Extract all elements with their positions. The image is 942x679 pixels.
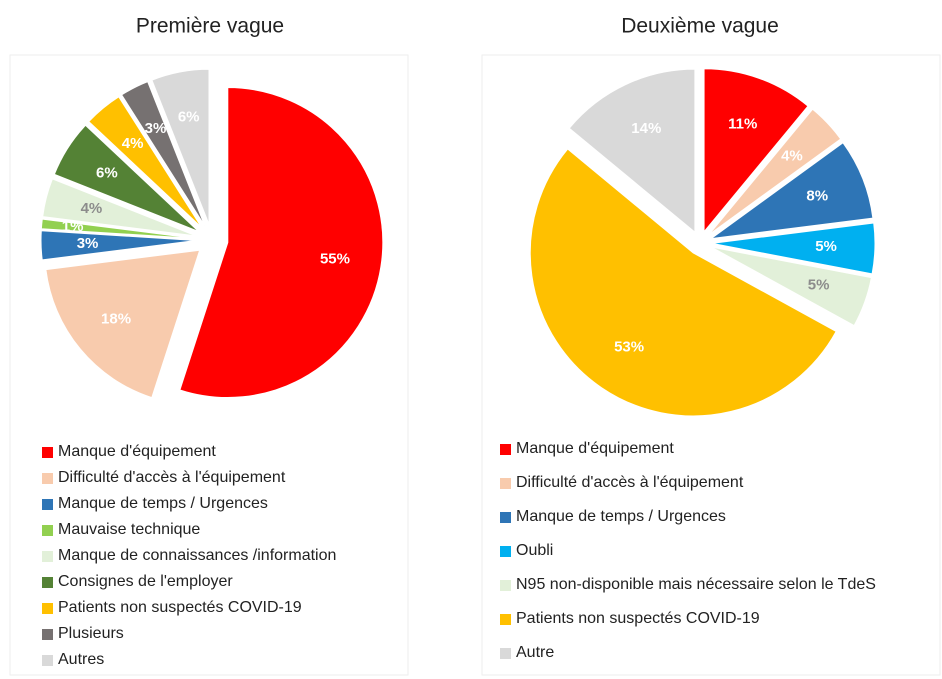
legend-label: Manque d'équipement	[516, 440, 674, 457]
legend-label: Manque d'équipement	[58, 443, 216, 460]
pie-slice	[703, 68, 809, 234]
legend-label: Manque de temps / Urgences	[516, 508, 726, 525]
legend-label: Mauvaise technique	[58, 521, 200, 538]
data-label: 4%	[122, 135, 144, 152]
legend-label: Consignes de l'employer	[58, 573, 233, 590]
pie-slice	[45, 249, 201, 399]
chart-title: Deuxième vague	[621, 15, 779, 38]
legend-label: Patients non suspectés COVID-19	[58, 599, 302, 616]
pie-slice	[88, 96, 203, 229]
legend-label: Patients non suspectés COVID-19	[516, 610, 760, 627]
pie-slice	[710, 142, 874, 240]
data-label: 18%	[101, 310, 131, 327]
pie-slice	[568, 68, 696, 234]
legend-swatch	[500, 546, 511, 557]
legend-swatch	[500, 478, 511, 489]
chart-title: Première vague	[136, 15, 284, 38]
legend-label: Manque de connaissances /information	[58, 547, 336, 564]
data-label: 5%	[815, 238, 837, 255]
legend-swatch	[42, 603, 53, 614]
legend-swatch	[500, 614, 511, 625]
data-label: 8%	[806, 188, 828, 205]
legend-swatch	[500, 444, 511, 455]
legend-label: Difficulté d'accès à l'équipement	[58, 469, 286, 486]
data-label: 53%	[614, 338, 644, 355]
legend-swatch	[42, 525, 53, 536]
data-label: 1%	[62, 218, 84, 235]
legend-swatch	[500, 512, 511, 523]
pie-slice	[151, 68, 210, 225]
legend-label: Autre	[516, 644, 554, 661]
data-label: 11%	[728, 115, 757, 132]
data-label: 4%	[781, 148, 803, 165]
pie-slice	[53, 124, 199, 232]
legend-swatch	[42, 447, 53, 458]
pie-slice	[529, 148, 837, 417]
legend-label: N95 non-disponible mais nécessaire selon…	[516, 576, 876, 593]
pie-slice	[711, 222, 876, 275]
legend-label: Plusieurs	[58, 625, 124, 642]
pie-slice	[40, 218, 197, 239]
legend-label: Autres	[58, 651, 104, 668]
legend-swatch	[42, 551, 53, 562]
data-label: 5%	[808, 277, 830, 294]
legend-swatch	[500, 580, 511, 591]
pie-slice	[179, 87, 384, 398]
pie-slice	[711, 246, 872, 327]
data-label: 6%	[96, 164, 118, 181]
pie-slice	[40, 230, 197, 261]
legend-label: Manque de temps / Urgences	[58, 495, 268, 512]
pie-slice	[120, 80, 206, 227]
legend-swatch	[42, 473, 53, 484]
legend-swatch	[42, 499, 53, 510]
data-label: 6%	[178, 109, 200, 126]
legend-swatch	[42, 629, 53, 640]
legend-label: Difficulté d'accès à l'équipement	[516, 474, 744, 491]
legend-swatch	[42, 577, 53, 588]
data-label: 14%	[631, 120, 661, 137]
legend-label: Oubli	[516, 542, 553, 559]
pie-slice	[42, 178, 197, 237]
data-label: 3%	[77, 235, 99, 252]
legend-swatch	[42, 655, 53, 666]
data-label: 55%	[320, 250, 350, 267]
pie-slice	[708, 108, 842, 236]
legend-swatch	[500, 648, 511, 659]
data-label: 3%	[145, 120, 167, 137]
data-label: 4%	[81, 200, 103, 217]
